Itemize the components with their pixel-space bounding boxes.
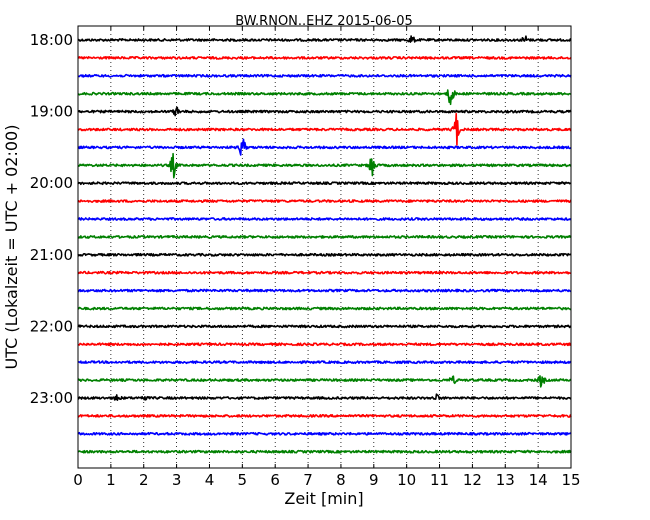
y-axis-label: UTC (Lokalzeit = UTC + 02:00) <box>2 125 21 370</box>
plot-frame <box>77 25 572 469</box>
trace-line <box>77 234 572 239</box>
y-axis: 18:00 19:00 20:00 21:00 22:00 23:00 <box>30 31 571 407</box>
trace-line <box>77 360 572 365</box>
x-tick-label: 8 <box>336 471 346 489</box>
trace-line <box>77 152 572 179</box>
trace-group <box>77 35 572 454</box>
x-tick-label: 9 <box>369 471 379 489</box>
x-tick-label: 7 <box>303 471 313 489</box>
trace-line <box>77 106 572 117</box>
trace-line <box>77 324 572 329</box>
x-tick-label: 1 <box>106 471 116 489</box>
x-tick-label: 6 <box>270 471 280 489</box>
trace-line <box>77 73 572 78</box>
trace-line <box>77 112 572 146</box>
x-axis-label: Zeit [min] <box>284 489 363 508</box>
y-tick-label: 23:00 <box>30 389 73 407</box>
trace-line <box>77 252 572 257</box>
x-tick-label: 2 <box>139 471 149 489</box>
y-tick-label: 18:00 <box>30 31 73 49</box>
x-tick-label: 4 <box>205 471 215 489</box>
y-tick-label: 21:00 <box>30 246 73 264</box>
trace-line <box>77 217 572 221</box>
trace-line <box>77 270 572 275</box>
trace-line <box>77 449 572 454</box>
vertical-grid <box>110 26 539 468</box>
trace-line <box>77 375 572 388</box>
x-tick-label: 14 <box>529 471 548 489</box>
trace-line <box>77 181 572 186</box>
trace-line <box>77 35 572 43</box>
x-tick-label: 5 <box>238 471 248 489</box>
x-tick-label: 0 <box>73 471 83 489</box>
y-tick-label: 19:00 <box>30 103 73 121</box>
trace-line <box>77 393 572 401</box>
trace-line <box>77 55 572 60</box>
trace-line <box>77 288 572 293</box>
x-tick-label: 3 <box>172 471 182 489</box>
trace-line <box>77 199 572 204</box>
trace-line <box>77 413 572 418</box>
chart-title: BW.RNON..EHZ 2015-06-05 <box>235 14 413 29</box>
y-tick-label: 20:00 <box>30 174 73 192</box>
x-tick-label: 10 <box>397 471 416 489</box>
trace-line <box>77 431 572 436</box>
x-tick-label: 11 <box>430 471 449 489</box>
x-axis: 0 1 2 3 4 5 6 7 8 9 10 11 12 13 14 15 <box>73 26 581 489</box>
x-tick-label: 15 <box>561 471 580 489</box>
trace-line <box>77 306 572 311</box>
trace-line <box>77 89 572 106</box>
trace-line <box>77 342 572 347</box>
y-tick-label: 22:00 <box>30 317 73 335</box>
trace-line <box>77 138 572 156</box>
x-tick-label: 12 <box>463 471 482 489</box>
x-tick-label: 13 <box>496 471 515 489</box>
